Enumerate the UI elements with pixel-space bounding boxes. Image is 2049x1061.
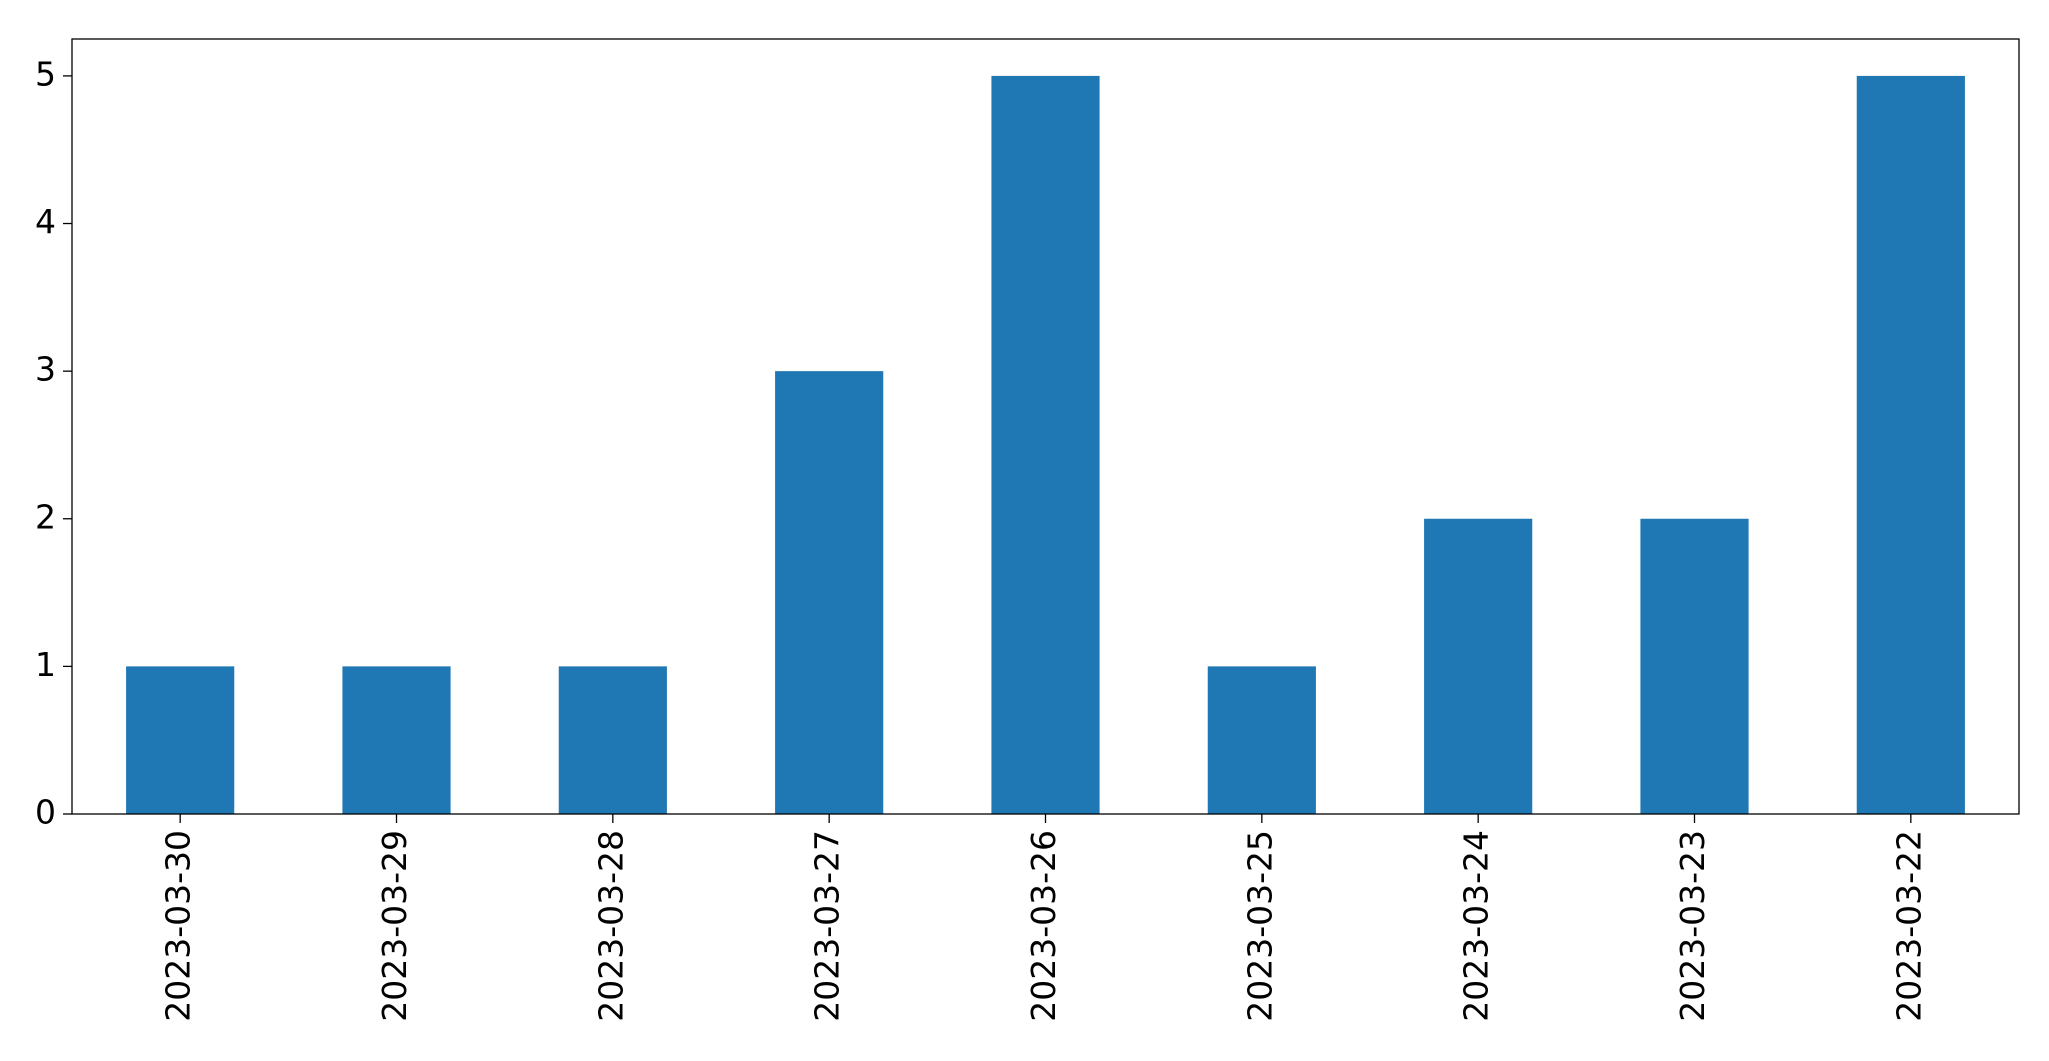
y-tick-label: 4 [35, 202, 56, 241]
bar [991, 75, 1100, 814]
bar [126, 666, 235, 814]
y-tick-label: 2 [35, 497, 56, 536]
x-tick-label: 2023-03-29 [375, 830, 414, 1022]
x-tick-label: 2023-03-27 [808, 830, 847, 1022]
bar [342, 666, 451, 814]
x-tick-label: 2023-03-24 [1457, 830, 1496, 1022]
x-tick-label: 2023-03-23 [1673, 830, 1712, 1022]
x-tick-label: 2023-03-28 [591, 830, 630, 1022]
x-tick-label: 2023-03-30 [159, 830, 198, 1022]
y-tick-label: 0 [35, 793, 56, 832]
x-tick-label: 2023-03-25 [1240, 830, 1279, 1022]
bar [1856, 75, 1965, 814]
y-tick-label: 5 [35, 54, 56, 93]
y-tick-label: 3 [35, 350, 56, 389]
bar [558, 666, 667, 814]
x-tick-label: 2023-03-26 [1024, 830, 1063, 1022]
bar [1207, 666, 1316, 814]
bar [1640, 518, 1749, 814]
x-tick-label: 2023-03-22 [1889, 830, 1928, 1022]
y-tick-label: 1 [35, 645, 56, 684]
bar [1424, 518, 1533, 814]
bar [775, 371, 884, 814]
